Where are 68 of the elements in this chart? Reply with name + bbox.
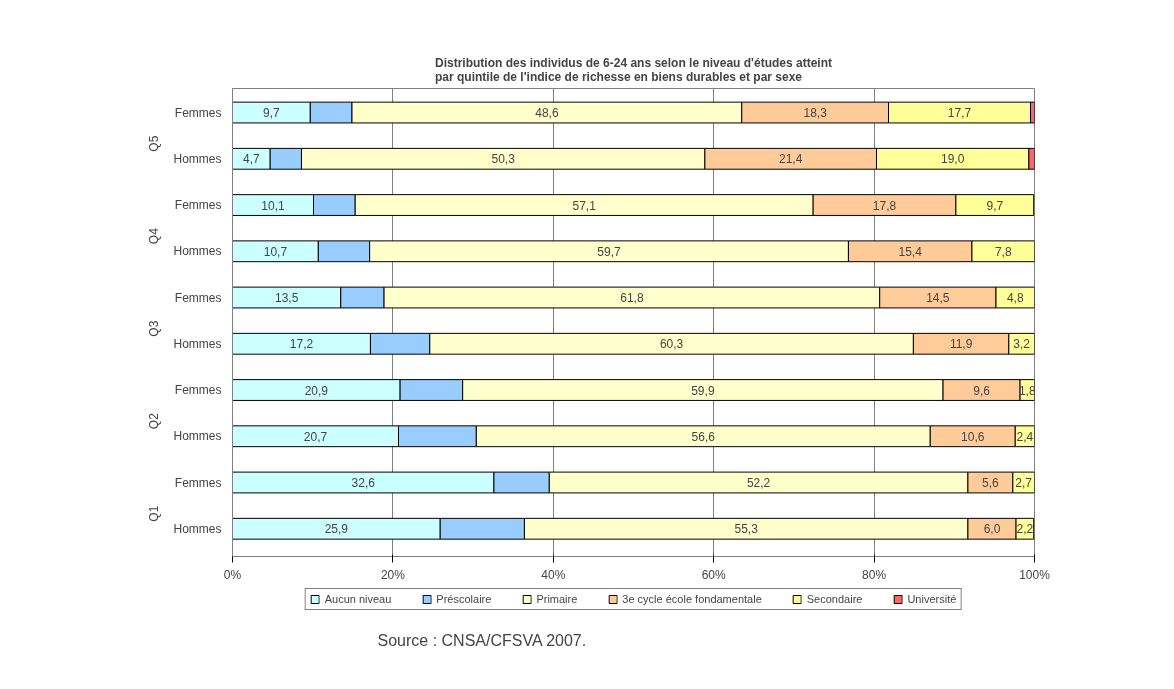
- data-label: 20,9: [304, 383, 329, 398]
- data-label: 2,7: [1015, 476, 1033, 491]
- text: Q5: [147, 135, 162, 152]
- data-label: 9,7: [986, 198, 1004, 213]
- y-tick-label: Femmes: [174, 290, 222, 305]
- x-tick-label: 100%: [1019, 567, 1051, 582]
- data-label: 55,3: [734, 522, 759, 537]
- data-label: 9,6: [973, 383, 991, 398]
- y-tick-label: Hommes: [173, 244, 222, 259]
- x-tick-label: 20%: [380, 567, 406, 582]
- data-label: 17,8: [872, 198, 897, 213]
- x-tick-label: 80%: [862, 567, 887, 582]
- data-label: 11,9: [949, 337, 973, 352]
- text: Q4: [147, 227, 162, 245]
- data-label: 15,4: [898, 244, 923, 259]
- data-label: 2,2: [1016, 522, 1034, 537]
- data-label: 10,1: [261, 198, 285, 213]
- y-tick-label: Femmes: [174, 105, 222, 120]
- data-label: 59,9: [691, 383, 715, 398]
- data-label: 14,5: [926, 291, 950, 306]
- data-label: 17,7: [947, 106, 972, 121]
- data-label: 32,6: [351, 476, 376, 491]
- data-label: 61,8: [620, 291, 644, 306]
- legend-label: Aucun niveau: [324, 593, 392, 605]
- x-tick-label: 0%: [223, 567, 242, 582]
- data-label: 4,8: [1006, 291, 1024, 306]
- y-tick-label: Hommes: [173, 151, 222, 166]
- x-tick-label: 40%: [541, 567, 566, 582]
- data-label: 52,2: [746, 476, 771, 491]
- source-note: Source : CNSA/CFSVA 2007.: [377, 632, 587, 650]
- y-tick-label: Femmes: [174, 198, 222, 213]
- y-tick-label: Femmes: [174, 383, 222, 398]
- data-label: 17,2: [289, 337, 314, 352]
- chart-title: Distribution des individus de 6-24 ans selon le niveau d'études atteint par quintile de l'indice de richesse en biens durables et par sexe: [435, 55, 832, 84]
- data-label: 50,3: [491, 152, 516, 167]
- legend-label: Université: [907, 593, 957, 605]
- y-tick-label: Hommes: [173, 429, 222, 444]
- text: Q2: [147, 412, 162, 430]
- data-label: 10,6: [961, 429, 985, 444]
- legend-label: Secondaire: [806, 593, 863, 605]
- legend-label: Préscolaire: [436, 593, 492, 605]
- data-label: 13,5: [274, 291, 299, 306]
- text: Q3: [147, 320, 162, 337]
- data-label: 60,3: [659, 337, 684, 352]
- data-label: 4,7: [243, 152, 261, 167]
- data-label: 57,1: [572, 198, 597, 213]
- data-label: 20,7: [303, 429, 328, 444]
- legend-label: 3e cycle école fondamentale: [622, 593, 762, 605]
- data-label: 19,0: [941, 152, 965, 167]
- data-label: 56,6: [691, 429, 716, 444]
- data-label: 2,4: [1016, 429, 1034, 444]
- data-label: 10,7: [263, 244, 288, 259]
- data-label: 48,6: [535, 106, 559, 121]
- data-label: 25,9: [324, 522, 349, 537]
- data-label: 5,6: [982, 476, 1000, 491]
- data-label: 7,8: [994, 244, 1012, 259]
- legend-label: Primaire: [536, 593, 578, 605]
- data-label: 18,3: [803, 106, 828, 121]
- data-label: 9,7: [263, 106, 281, 121]
- text: Q1: [147, 505, 162, 522]
- data-label: 21,4: [779, 152, 803, 167]
- data-label: 3,2: [1013, 337, 1031, 352]
- x-tick-label: 60%: [701, 567, 727, 582]
- y-tick-label: Femmes: [174, 475, 222, 490]
- data-label: 59,7: [597, 244, 622, 259]
- y-tick-label: Hommes: [173, 336, 222, 351]
- data-label: 6,0: [983, 522, 1001, 537]
- y-tick-label: Hommes: [173, 521, 222, 536]
